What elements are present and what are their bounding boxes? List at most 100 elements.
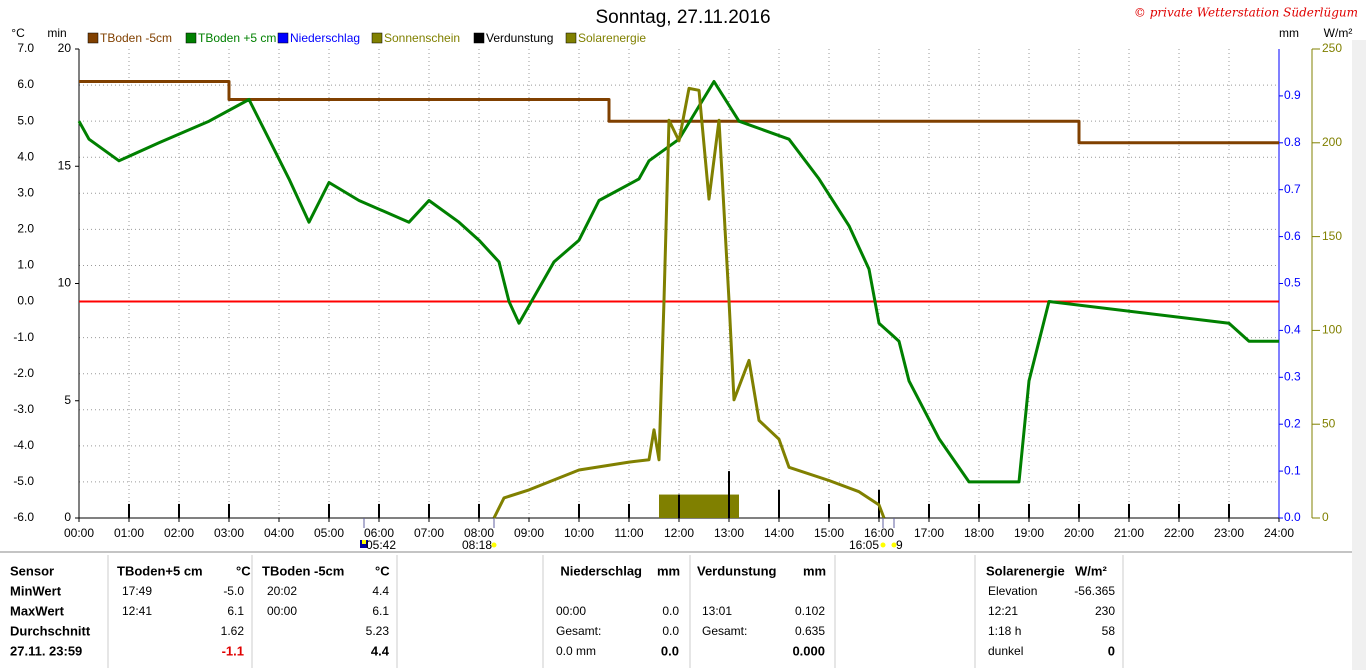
series-bar: [1078, 503, 1080, 518]
table-cell: 0.0: [662, 624, 679, 638]
series-bar: [1128, 503, 1130, 518]
series-bar: [678, 494, 680, 518]
legend-swatch: [371, 32, 383, 44]
x-tick-label: 08:00: [464, 526, 494, 540]
table-header: Solarenergie: [986, 563, 1065, 578]
y3-tick-label: 10: [58, 276, 72, 290]
series-bar: [729, 494, 734, 518]
y2-tick-label: 0.4: [1284, 323, 1301, 337]
y4-tick-label: 50: [1322, 416, 1336, 430]
x-tick-label: 10:00: [564, 526, 594, 540]
y-tick-label: -2.0: [13, 366, 34, 380]
y-tick-label: 5.0: [17, 113, 34, 127]
y-tick-label: 3.0: [17, 185, 34, 199]
table-cell: 17:49: [122, 584, 152, 598]
series-bar: [378, 503, 380, 518]
series-bar: [828, 503, 830, 518]
x-tick-label: 01:00: [114, 526, 144, 540]
y2-tick-label: 0.9: [1284, 88, 1301, 102]
table-cell: 0.102: [795, 604, 825, 618]
annotation: 16:05: [849, 538, 879, 552]
y4-tick-label: 250: [1322, 41, 1342, 55]
series-bar: [978, 503, 980, 518]
y-tick-label: -4.0: [13, 438, 34, 452]
series-bar: [714, 494, 719, 518]
table-cell: MinWert: [10, 583, 62, 598]
table-cell: 6.1: [372, 604, 389, 618]
legend-label: Solarenergie: [578, 31, 646, 45]
table-cell: 20:02: [267, 584, 297, 598]
annotation: 08:18: [462, 538, 492, 552]
series-bar: [1228, 503, 1230, 518]
table-cell: 4.4: [372, 584, 389, 598]
series-bar: [684, 494, 689, 518]
series-bar: [664, 494, 669, 518]
x-tick-label: 11:00: [614, 526, 643, 540]
x-tick-label: 00:00: [64, 526, 94, 540]
table-header: Niederschlag: [560, 563, 642, 578]
y4-tick-label: 150: [1322, 229, 1342, 243]
y-tick-label: 7.0: [17, 41, 34, 55]
table-header: mm: [803, 563, 826, 578]
y-tick-label: 0.0: [17, 294, 34, 308]
y2-tick-label: 0.7: [1284, 182, 1301, 196]
table-header: Sensor: [10, 563, 54, 578]
y-tick-label: 6.0: [17, 77, 34, 91]
x-tick-label: 07:00: [414, 526, 444, 540]
sun-dot: [891, 542, 897, 548]
series-line: [79, 80, 1279, 145]
sun-dot: [880, 542, 886, 548]
y2-tick-label: 0.8: [1284, 135, 1301, 149]
series-bar: [669, 494, 674, 518]
series-bar: [428, 503, 430, 518]
y-tick-label: 2.0: [17, 222, 34, 236]
table-cell: Durchschnitt: [10, 623, 91, 638]
x-tick-label: 19:00: [1014, 526, 1044, 540]
table-cell: -5.0: [223, 584, 244, 598]
table-cell: 230: [1095, 604, 1115, 618]
table-cell: 58: [1102, 624, 1116, 638]
table-header: TBoden -5cm: [262, 563, 344, 578]
x-tick-label: 16:00: [864, 526, 894, 540]
scrollbar: [1352, 40, 1366, 670]
table-header: Verdunstung: [697, 563, 777, 578]
y3-tick-label: 5: [64, 393, 71, 407]
y2-tick-label: 0.2: [1284, 416, 1301, 430]
table-cell: -1.1: [222, 643, 244, 658]
y4-tick-label: 200: [1322, 135, 1342, 149]
series-bar: [478, 503, 480, 518]
x-tick-label: 20:00: [1064, 526, 1094, 540]
table-cell: 12:21: [988, 604, 1018, 618]
y-tick-label: -3.0: [13, 402, 34, 416]
x-tick-label: 02:00: [164, 526, 194, 540]
series-line: [492, 86, 886, 519]
axis-unit: mm: [1279, 26, 1299, 40]
series-bar: [674, 494, 679, 518]
legend-swatch: [87, 32, 99, 44]
axis-unit: °C: [11, 26, 25, 40]
series-bar: [679, 494, 684, 518]
sunrise-icon: [362, 540, 366, 544]
x-tick-label: 21:00: [1114, 526, 1144, 540]
legend-label: TBoden -5cm: [100, 31, 172, 45]
table-cell: 0.0 mm: [556, 644, 596, 658]
table-cell: 27.11. 23:59: [10, 643, 82, 658]
series-bar: [578, 503, 580, 518]
annotation: 9: [896, 538, 903, 552]
table-cell: 6.1: [227, 604, 244, 618]
series-bar: [1178, 503, 1180, 518]
x-tick-label: 13:00: [714, 526, 744, 540]
series-bar: [719, 494, 724, 518]
y2-tick-label: 0.0: [1284, 510, 1301, 524]
x-tick-label: 12:00: [664, 526, 694, 540]
y-tick-label: -5.0: [13, 474, 34, 488]
series-bar: [694, 494, 699, 518]
series-line: [77, 80, 1279, 484]
table-header: W/m²: [1075, 563, 1107, 578]
table-header: mm: [657, 563, 680, 578]
series-bar: [724, 494, 729, 518]
series-bar: [689, 494, 694, 518]
x-tick-label: 06:00: [364, 526, 394, 540]
table-cell: 0.000: [792, 643, 825, 658]
